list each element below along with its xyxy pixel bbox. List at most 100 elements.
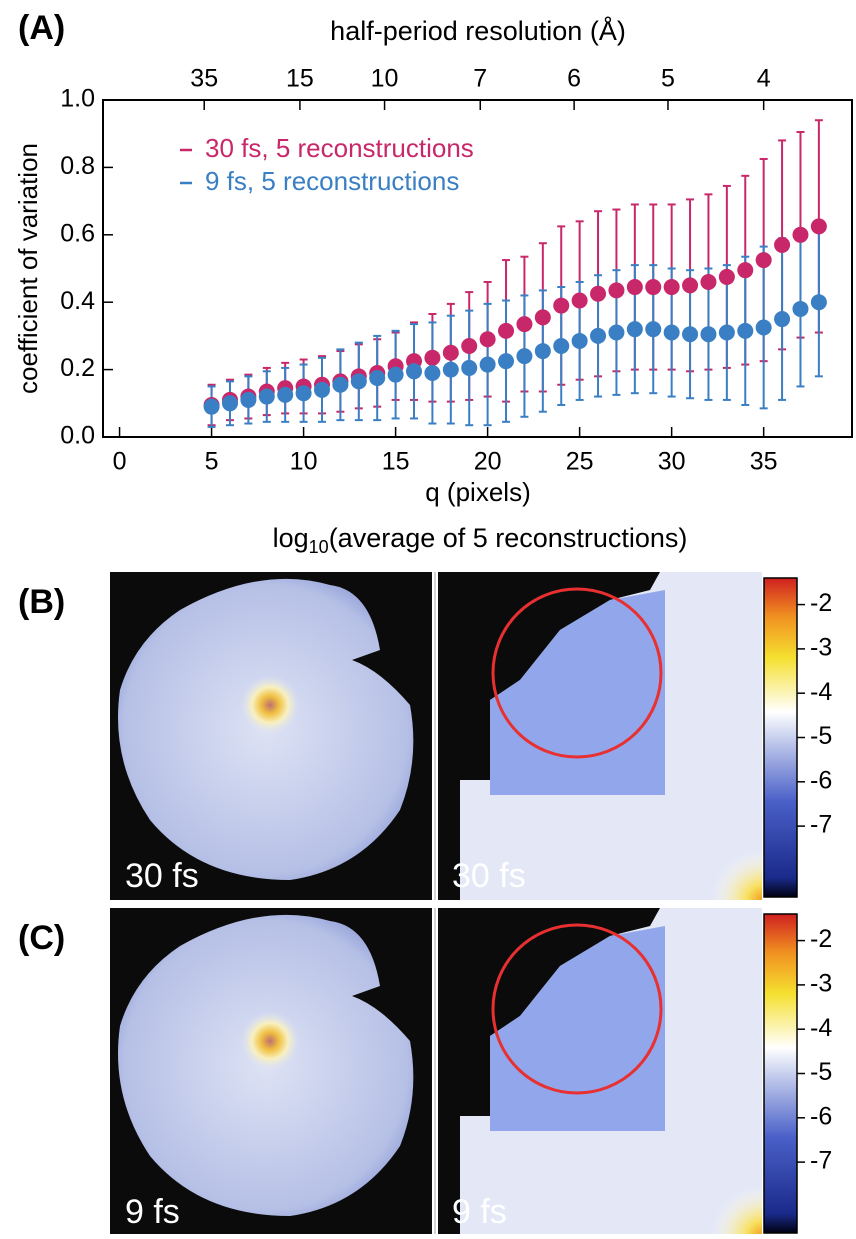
point: [774, 311, 791, 328]
point: [387, 366, 404, 383]
x-tick-label: 0: [113, 448, 127, 476]
point: [571, 292, 588, 309]
x2-tick-label: 7: [473, 65, 487, 93]
colorbar-tick-label: -2: [810, 925, 832, 953]
point: [424, 364, 441, 381]
point: [737, 322, 754, 339]
point: [663, 324, 680, 341]
corner-spot: [660, 800, 762, 900]
x-tick-label: 35: [750, 448, 778, 476]
point: [590, 327, 607, 344]
point: [682, 277, 699, 294]
y-axis-title: coefficient of variation: [13, 143, 43, 394]
colorbar-tick-label: -3: [810, 633, 832, 661]
colorbar: [763, 577, 798, 898]
point: [810, 218, 827, 235]
point: [369, 370, 386, 387]
point: [295, 385, 312, 402]
image-panel: log10(average of 5 reconstructions) (B) 30…: [18, 523, 832, 900]
point: [498, 353, 515, 370]
colorbar-tick-label: -2: [810, 589, 832, 617]
title-subscript: 10: [309, 537, 329, 557]
x2-tick-label: 15: [286, 65, 314, 93]
x-tick-label: 10: [290, 448, 318, 476]
point: [553, 338, 570, 355]
y-tick-label: 0.0: [60, 422, 95, 450]
x-tick-label: 30: [658, 448, 686, 476]
bright-spot: [240, 1011, 300, 1071]
x2-tick-label: 35: [190, 65, 218, 93]
x2-tick-label: 4: [757, 65, 771, 93]
x2-tick-label: 5: [661, 65, 675, 93]
legend-label: 9 fs, 5 reconstructions: [205, 166, 459, 196]
point: [406, 363, 423, 380]
corner-spot: [660, 1136, 762, 1236]
point: [810, 294, 827, 311]
x2-tick-label: 10: [371, 65, 399, 93]
panel-label: (C): [18, 919, 65, 957]
point: [350, 373, 367, 390]
point: [571, 332, 588, 349]
colorbar: [763, 913, 798, 1234]
point: [553, 297, 570, 314]
plot-frame: [102, 99, 853, 438]
panel-label: (B): [18, 583, 65, 621]
point: [313, 381, 330, 398]
point: [240, 391, 257, 408]
title-part: (average of 5 reconstructions): [329, 523, 688, 553]
point: [590, 285, 607, 302]
point: [221, 395, 238, 412]
point: [534, 309, 551, 326]
y-tick-label: 1.0: [60, 85, 95, 113]
bright-spot: [240, 675, 300, 735]
highlight-circle: [491, 587, 663, 759]
point: [203, 398, 220, 415]
colorbar-tick-label: -7: [810, 811, 832, 839]
image-label: 9 fs: [125, 1193, 180, 1231]
point: [755, 252, 772, 269]
colorbar-tick-label: -5: [810, 1058, 832, 1086]
panel-title: log10(average of 5 reconstructions): [273, 523, 688, 557]
point: [516, 316, 533, 333]
x-tick-label: 15: [382, 448, 410, 476]
colorbar-tick-label: -6: [810, 766, 832, 794]
title-part: log: [273, 523, 309, 553]
point: [663, 279, 680, 296]
point: [774, 236, 791, 253]
colorbar-tick-label: -7: [810, 1147, 832, 1175]
point: [424, 349, 441, 366]
point: [332, 376, 349, 393]
point: [534, 343, 551, 360]
point: [258, 388, 275, 405]
image-label: 30 fs: [452, 857, 526, 895]
highlight-circle: [491, 923, 663, 1095]
point: [516, 348, 533, 365]
x2-axis-title: half-period resolution (Å): [330, 15, 626, 46]
y-tick-label: 0.8: [60, 152, 95, 180]
point: [700, 273, 717, 290]
y-tick-label: 0.4: [60, 287, 95, 315]
point: [498, 322, 515, 339]
point: [718, 324, 735, 341]
point: [700, 326, 717, 343]
image-label: 9 fs: [452, 1193, 507, 1231]
point: [626, 321, 643, 338]
point: [479, 331, 496, 348]
point: [461, 338, 478, 355]
point: [755, 319, 772, 336]
y-tick-label: 0.6: [60, 219, 95, 247]
point: [737, 262, 754, 279]
point: [792, 226, 809, 243]
point: [461, 359, 478, 376]
point: [718, 268, 735, 285]
colorbar-tick-label: -3: [810, 969, 832, 997]
y-tick-label: 0.2: [60, 354, 95, 382]
panel-label: (A): [18, 9, 65, 47]
point: [442, 361, 459, 378]
point: [608, 324, 625, 341]
legend-label: 30 fs, 5 reconstructions: [205, 133, 474, 163]
colorbar-tick-label: -5: [810, 722, 832, 750]
point: [608, 282, 625, 299]
point: [645, 279, 662, 296]
colorbar-tick-label: -6: [810, 1102, 832, 1130]
